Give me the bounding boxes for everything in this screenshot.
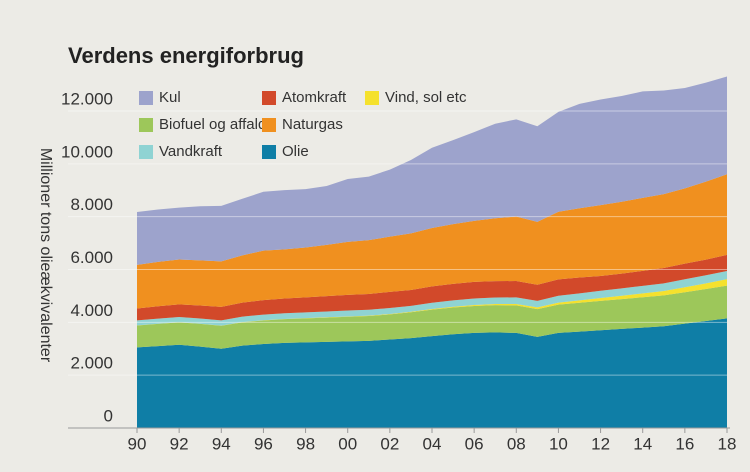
area bbox=[137, 76, 727, 265]
x-tick-label: 90 bbox=[128, 434, 147, 453]
y-axis-label: Millioner tons olieækvivalenter bbox=[37, 148, 54, 363]
x-tick-label: 98 bbox=[296, 434, 315, 453]
x-tick-label: 10 bbox=[549, 434, 568, 453]
area bbox=[137, 174, 727, 309]
legend-label: Biofuel og affald bbox=[159, 116, 266, 133]
legend-label: Atomkraft bbox=[282, 89, 347, 106]
x-tick-label: 18 bbox=[718, 434, 737, 453]
y-tick-label: 4.000 bbox=[70, 301, 113, 320]
x-tick-label: 92 bbox=[170, 434, 189, 453]
legend-label: Vandkraft bbox=[159, 143, 223, 160]
area bbox=[137, 270, 727, 326]
legend-swatch bbox=[365, 91, 379, 105]
x-tick-label: 94 bbox=[212, 434, 231, 453]
legend-swatch bbox=[262, 118, 276, 132]
legend-swatch bbox=[139, 91, 153, 105]
overlay: 0 2.000 4.000 6.000 8.000 10.000 12.000 90 92 94 9… bbox=[61, 89, 736, 454]
legend-swatch bbox=[262, 91, 276, 105]
legend-swatch bbox=[139, 145, 153, 159]
y-tick-label: 0 bbox=[104, 406, 113, 425]
x-tick-label: 02 bbox=[380, 434, 399, 453]
x-tick-label: 12 bbox=[591, 434, 610, 453]
legend-label: Kul bbox=[159, 89, 181, 106]
y-tick-label: 10.000 bbox=[61, 142, 113, 161]
x-tick-label: 14 bbox=[633, 434, 652, 453]
legend-label: Vind, sol etc bbox=[385, 89, 467, 106]
y-tick-label: 2.000 bbox=[70, 354, 113, 373]
x-tick-label: 96 bbox=[254, 434, 273, 453]
legend-label: Naturgas bbox=[282, 116, 343, 133]
legend-swatch bbox=[262, 145, 276, 159]
x-tick-label: 04 bbox=[423, 434, 442, 453]
area bbox=[137, 285, 727, 349]
x-tick-label: 16 bbox=[675, 434, 694, 453]
x-tick-label: 06 bbox=[465, 434, 484, 453]
areas bbox=[137, 76, 727, 428]
legend-label: Olie bbox=[282, 143, 309, 160]
y-tick-label: 6.000 bbox=[70, 248, 113, 267]
x-tick-label: 08 bbox=[507, 434, 526, 453]
y-tick-label: 8.000 bbox=[70, 195, 113, 214]
y-tick-label: 12.000 bbox=[61, 89, 113, 108]
area bbox=[137, 318, 727, 428]
chart-title: Verdens energiforbrug bbox=[68, 43, 304, 68]
legend-swatch bbox=[139, 118, 153, 132]
x-tick-label: 00 bbox=[338, 434, 357, 453]
area bbox=[137, 254, 727, 321]
